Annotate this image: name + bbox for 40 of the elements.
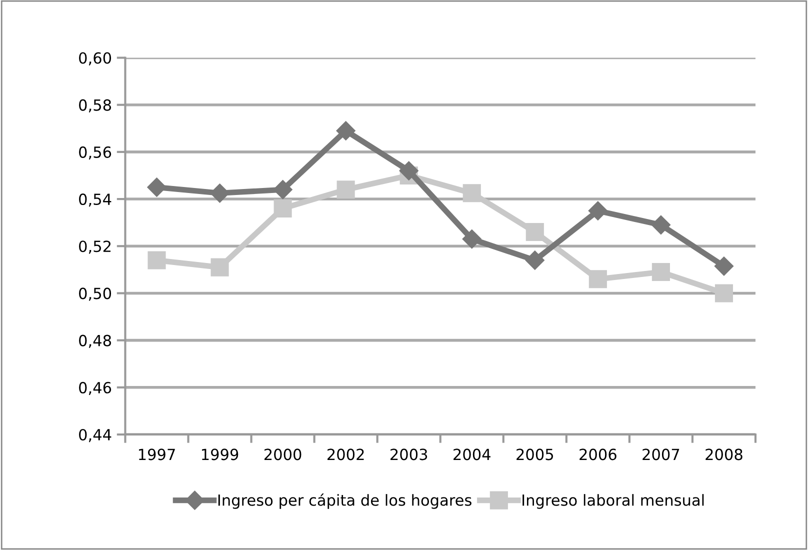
point — [462, 230, 482, 249]
y-tick-label: 0,52 — [79, 240, 111, 254]
legend-label: Ingreso laboral mensual — [522, 494, 704, 509]
point — [399, 161, 418, 180]
point — [588, 201, 608, 220]
point — [336, 121, 356, 140]
x-tick-label: 2006 — [580, 448, 616, 460]
y-tick-label: 0,44 — [79, 428, 112, 442]
x-tick-label: 2005 — [516, 448, 553, 460]
point — [526, 222, 544, 242]
y-tick-label: 0,48 — [79, 334, 111, 348]
point — [462, 184, 481, 202]
y-tick-label: 0,56 — [79, 146, 112, 160]
x-tick-label: 2004 — [454, 448, 490, 460]
x-tick-label: 1997 — [138, 448, 175, 460]
point — [147, 178, 166, 197]
point — [714, 256, 734, 276]
point — [273, 180, 292, 200]
x-tick-label: 2000 — [264, 448, 302, 460]
y-tick-label: 0,54 — [79, 193, 112, 207]
point — [210, 258, 229, 276]
point — [588, 270, 607, 288]
point — [651, 215, 670, 234]
legend-label: Ingreso per cápita de los hogares — [218, 493, 472, 509]
point — [274, 199, 292, 218]
point — [210, 184, 230, 203]
x-tick-label: 2007 — [642, 448, 680, 460]
y-tick-label: 0,50 — [79, 288, 112, 301]
y-tick-label: 0,60 — [79, 52, 112, 66]
point — [652, 263, 670, 282]
x-tick-label: 1999 — [202, 448, 238, 460]
x-tick-label: 2002 — [328, 448, 364, 460]
x-tick-label: 2003 — [390, 448, 428, 460]
point — [714, 284, 733, 302]
point — [336, 180, 355, 199]
y-tick-label: 0,46 — [79, 382, 112, 395]
point — [525, 250, 544, 270]
x-tick-label: 2008 — [706, 448, 742, 460]
y-tick-label: 0,58 — [79, 99, 111, 112]
point — [148, 251, 166, 270]
